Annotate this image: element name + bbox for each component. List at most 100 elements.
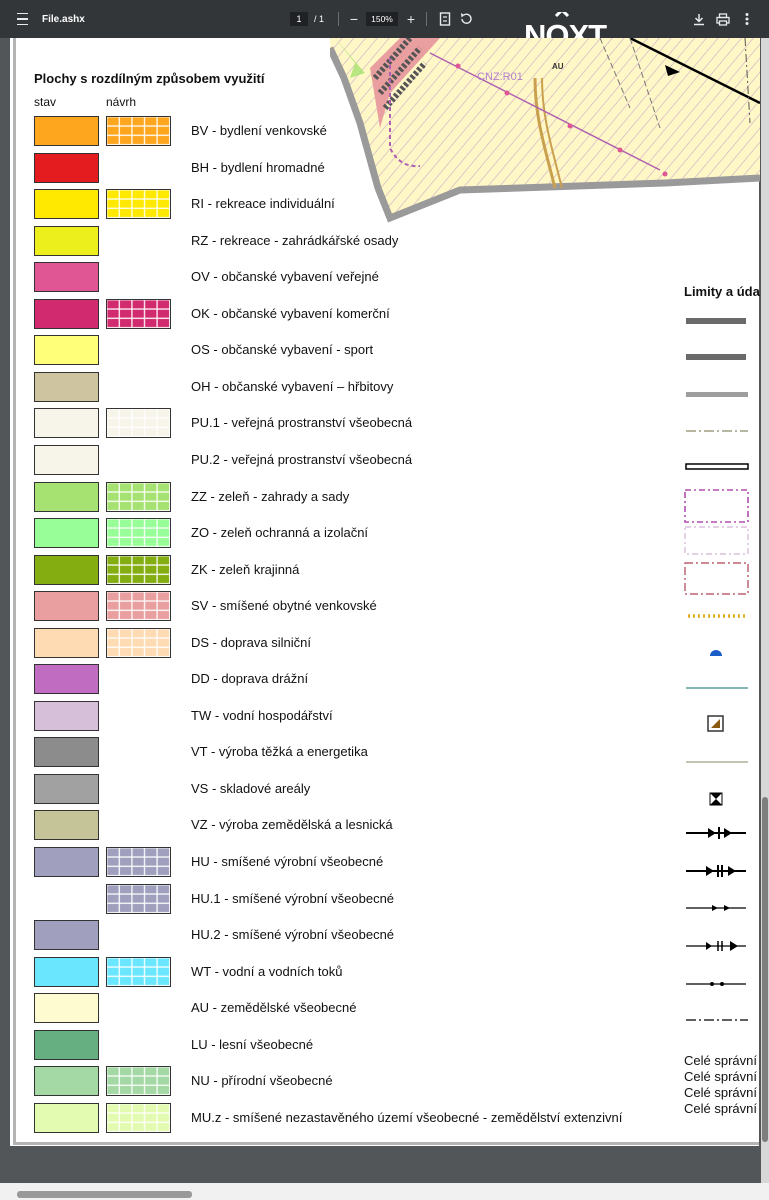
print-icon[interactable]: [713, 0, 733, 38]
swatch-stav: [34, 956, 99, 987]
more-options-icon[interactable]: [737, 0, 757, 38]
swatch-stav: [34, 371, 99, 402]
limit-symbol-area: [684, 562, 749, 595]
legend-row: RI - rekreace individuální: [0, 189, 680, 220]
legend-label: OK - občanské vybavení komerční: [191, 305, 390, 321]
swatch-stav: [34, 847, 99, 877]
swatch-stav: [34, 225, 99, 256]
column-navrh: návrh: [106, 95, 137, 109]
page-separator: /: [314, 14, 317, 24]
legend-row: ZZ - zeleň - zahrady a sady: [0, 481, 680, 512]
vertical-scrollbar[interactable]: [761, 38, 769, 1183]
legend-row: VT - výroba těžká a energetika: [0, 737, 680, 768]
swatch-stav: [34, 1029, 99, 1060]
map-fragment: CNZ:R01 AU: [330, 38, 760, 228]
legend-label: DS - doprava silniční: [191, 634, 311, 650]
swatch-navrh: [106, 1066, 171, 1097]
zoom-out-button[interactable]: −: [349, 11, 359, 27]
page-total: / 1: [314, 0, 324, 38]
zoom-level-input[interactable]: 150%: [366, 12, 398, 26]
swatch-stav: [34, 773, 99, 804]
cele-text: Celé správní: [684, 1069, 757, 1084]
swatch-stav: [34, 1066, 99, 1097]
swatch-navrh: [106, 847, 171, 877]
swatch-stav: [34, 152, 99, 183]
swatch-stav: [34, 298, 99, 329]
zoom-in-button[interactable]: +: [406, 11, 416, 27]
legend-label: ZO - zeleň ochranná a izolační: [191, 525, 369, 540]
legend-row: RZ - rekreace - zahrádkářské osady: [0, 225, 680, 256]
legend-label: NU - přírodní všeobecné: [191, 1073, 333, 1089]
legend-label: PU.2 - veřejná prostranství všeobecná: [191, 451, 413, 467]
legend-row: AU - zemědělské všeobecné: [0, 993, 680, 1024]
swatch-stav: [34, 737, 99, 768]
swatch-stav: [34, 481, 99, 512]
swatch-stav: [34, 262, 99, 293]
legend-title: Plochy s rozdílným způsobem využití: [34, 71, 265, 86]
legend-label: PU.1 - veřejná prostranství všeobecná: [191, 415, 413, 431]
page-number-input[interactable]: 1: [290, 12, 308, 26]
swatch-navrh: [106, 408, 171, 439]
legend-label: BH - bydlení hromadné: [191, 159, 325, 175]
cele-text: Celé správní: [684, 1101, 757, 1116]
cele-text: Celé správní: [684, 1053, 757, 1068]
fit-page-icon[interactable]: [435, 0, 455, 38]
legend-label: RZ - rekreace - zahrádkářské osady: [191, 232, 399, 248]
legend-row: PU.1 - veřejná prostranství všeobecná: [0, 408, 680, 439]
swatch-stav: [34, 518, 99, 548]
legend-row: OK - občanské vybavení komerční: [0, 298, 680, 329]
legend-label: VT - výroba těžká a energetika: [191, 744, 368, 760]
legend-row: TW - vodní hospodářství: [0, 700, 680, 731]
legend-label: LU - lesní všeobecné: [191, 1036, 314, 1052]
swatch-navrh: [106, 554, 171, 585]
legend-label: VS - skladové areály: [191, 780, 311, 796]
file-name: File.ashx: [42, 13, 85, 25]
swatch-stav: [34, 627, 99, 658]
swatch-stav: [34, 920, 99, 951]
swatch-stav: [34, 444, 99, 475]
limit-symbol-area: [684, 489, 749, 523]
vertical-scrollbar-thumb[interactable]: [762, 797, 768, 1142]
legend-label: OV - občanské vybavení veřejné: [191, 269, 379, 285]
swatch-stav: [34, 1102, 99, 1133]
legend-row: OH - občanské vybavení – hřbitovy: [0, 371, 680, 402]
page-total-count: 1: [319, 14, 325, 24]
swatch-navrh: [106, 481, 171, 512]
swatch-stav: [34, 554, 99, 585]
legend-label: TW - vodní hospodářství: [191, 707, 333, 723]
cele-text: Celé správní: [684, 1085, 757, 1100]
page-frame-left: [13, 38, 16, 1144]
page-frame-bottom: [13, 1142, 759, 1145]
legend-label: HU.1 - smíšené výrobní všeobecné: [191, 890, 395, 906]
legend-label: OH - občanské vybavení – hřbitovy: [191, 378, 394, 394]
legend-row: MU.z - smíšené nezastavěného území všeob…: [0, 1102, 680, 1133]
pdf-toolbar: File.ashx 1 / 1 − 150% + NOXT: [0, 0, 769, 52]
legend-row: BH - bydlení hromadné: [0, 152, 680, 183]
legend-row: ZO - zeleň ochranná a izolační: [0, 518, 680, 548]
menu-icon[interactable]: [14, 0, 30, 38]
legend-label: DD - doprava drážní: [191, 671, 309, 687]
legend-row: ZK - zeleň krajinná: [0, 554, 680, 585]
rotate-icon[interactable]: [456, 0, 476, 38]
legend-row: BV - bydlení venkovské: [0, 116, 680, 146]
swatch-navrh: [106, 518, 171, 548]
swatch-navrh: [106, 627, 171, 658]
legend-label: SV - smíšené obytné venkovské: [191, 598, 377, 614]
swatch-navrh: [106, 591, 171, 622]
horizontal-scrollbar-thumb[interactable]: [17, 1191, 192, 1198]
legend-row: HU - smíšené výrobní všeobecné: [0, 847, 680, 877]
legend-label: RI - rekreace individuální: [191, 196, 335, 212]
download-icon[interactable]: [689, 0, 709, 38]
legend-label: VZ - výroba zemědělská a lesnická: [191, 817, 393, 833]
legend-label: AU - zemědělské všeobecné: [191, 1000, 357, 1016]
legend-row: NU - přírodní všeobecné: [0, 1066, 680, 1097]
legend-label: ZK - zeleň krajinná: [191, 561, 300, 577]
limit-symbol-arrow-line: [686, 827, 746, 839]
swatch-stav: [34, 993, 99, 1024]
map-label-cnz: CNZ:R01: [477, 71, 523, 83]
swatch-navrh: [106, 298, 171, 329]
limit-symbol-arrow-line: [686, 905, 746, 911]
legend-label: MU.z - smíšené nezastavěného území všeob…: [191, 1109, 623, 1125]
limits-symbols: [684, 318, 749, 1021]
horizontal-scrollbar[interactable]: [0, 1183, 769, 1200]
